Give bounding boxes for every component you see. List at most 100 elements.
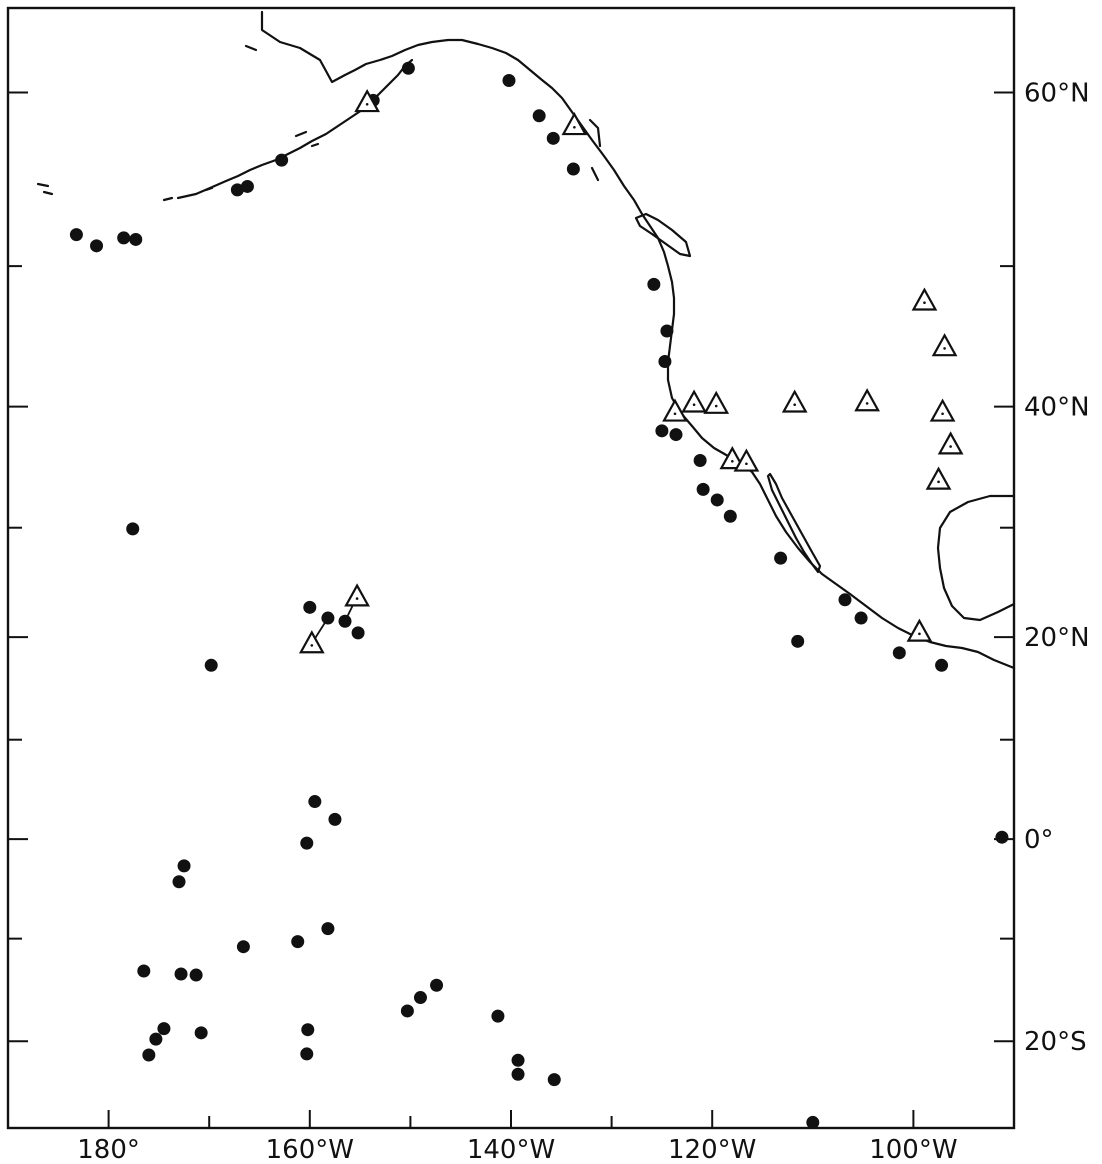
station-dot xyxy=(413,991,427,1005)
station-triangle xyxy=(925,466,952,490)
station-dot xyxy=(172,875,186,889)
station-triangle-center xyxy=(949,445,952,448)
station-dot xyxy=(995,830,1009,844)
station-triangle-center xyxy=(692,403,696,407)
station-dot xyxy=(300,836,314,850)
station-triangle xyxy=(733,448,760,472)
x-tick-label: 160°W xyxy=(266,1135,354,1164)
station-triangle-center xyxy=(745,462,748,466)
station-dot xyxy=(230,183,244,197)
station-triangle xyxy=(298,630,325,654)
station-triangle xyxy=(929,398,956,422)
station-dot xyxy=(566,162,580,176)
y-tick-label: 60°N xyxy=(1024,78,1090,108)
station-dot xyxy=(351,626,365,640)
station-dot xyxy=(658,355,672,369)
station-dot xyxy=(669,428,683,442)
station-dot xyxy=(236,940,250,954)
station-triangle xyxy=(854,388,880,412)
station-dot xyxy=(126,522,140,536)
station-dot xyxy=(204,658,218,672)
x-tick-label: 100°W xyxy=(869,1135,957,1164)
station-dot xyxy=(791,634,805,648)
station-links xyxy=(311,99,374,644)
station-dot xyxy=(189,968,203,982)
aleutian-islets xyxy=(36,182,214,202)
station-dot xyxy=(338,614,352,628)
station-triangle-center xyxy=(941,412,944,416)
station-dot xyxy=(117,231,131,245)
station-dot xyxy=(240,179,254,193)
latitude-labels: 60°N 40°N 20°N 0° 20°S xyxy=(1024,78,1090,1057)
station-dot xyxy=(300,1047,314,1061)
station-dot xyxy=(174,967,188,981)
station-dot xyxy=(502,73,516,87)
station-triangle-center xyxy=(731,460,734,463)
station-triangle xyxy=(703,390,730,414)
y-tick-label: 40°N xyxy=(1024,393,1090,423)
station-dot xyxy=(838,593,852,607)
station-dot xyxy=(69,228,83,242)
station-dot xyxy=(660,324,674,338)
station-dot xyxy=(547,1073,561,1087)
station-triangle-center xyxy=(937,480,940,484)
station-triangle xyxy=(937,431,964,455)
station-dot xyxy=(149,1032,163,1046)
station-dot xyxy=(321,611,335,625)
station-dot xyxy=(532,109,546,123)
station-dot xyxy=(430,978,444,992)
station-dot xyxy=(142,1048,156,1062)
station-triangle-center xyxy=(673,412,677,416)
station-triangle xyxy=(911,287,938,311)
station-triangle xyxy=(662,398,688,422)
alaska-islands xyxy=(244,44,602,182)
station-triangle-center xyxy=(310,644,314,647)
station-dot xyxy=(194,1026,208,1040)
station-triangle xyxy=(931,333,958,357)
station-triangle xyxy=(354,89,381,113)
station-triangle-center xyxy=(943,347,946,350)
station-dot xyxy=(546,131,560,145)
x-tick-label: 180° xyxy=(77,1135,140,1164)
station-dot xyxy=(400,1004,414,1018)
station-triangle-center xyxy=(918,632,921,636)
station-dot xyxy=(655,424,669,438)
station-dot xyxy=(129,232,143,246)
station-dot xyxy=(321,922,335,936)
y-tick-label: 20°S xyxy=(1024,1027,1087,1057)
gulf-of-mexico-coast xyxy=(936,494,1016,622)
station-dot xyxy=(854,611,868,625)
station-dot xyxy=(892,646,906,660)
station-dot xyxy=(303,600,317,614)
alaska-peninsula-coast xyxy=(176,58,414,200)
station-dot xyxy=(935,658,949,672)
station-triangle xyxy=(781,389,808,413)
station-triangle-center xyxy=(923,301,926,305)
station-dot xyxy=(301,1023,315,1037)
coastlines xyxy=(36,10,1016,670)
station-dot xyxy=(137,964,151,978)
station-triangle xyxy=(681,389,707,413)
vancouver-island-coast xyxy=(634,212,692,258)
station-dot xyxy=(177,859,191,873)
station-dot xyxy=(696,482,710,496)
axis-ticks xyxy=(8,91,1014,1128)
station-dot xyxy=(328,812,342,826)
station-triangle-center xyxy=(573,125,576,129)
station-dot xyxy=(710,493,724,507)
station-dot xyxy=(491,1009,505,1023)
y-tick-label: 20°N xyxy=(1024,623,1090,653)
station-dot xyxy=(647,277,661,291)
longitude-labels: 180° 160°W 140°W 120°W 100°W xyxy=(77,1135,957,1164)
station-triangle xyxy=(561,112,588,136)
station-triangle-center xyxy=(355,597,359,600)
station-dot xyxy=(275,153,289,167)
station-dot xyxy=(308,795,322,809)
station-triangle-center xyxy=(793,403,796,407)
map-frame xyxy=(6,6,1016,1130)
station-dot xyxy=(157,1022,171,1036)
station-dot xyxy=(774,551,788,565)
station-triangle xyxy=(906,618,933,642)
station-triangle-center xyxy=(365,102,369,106)
